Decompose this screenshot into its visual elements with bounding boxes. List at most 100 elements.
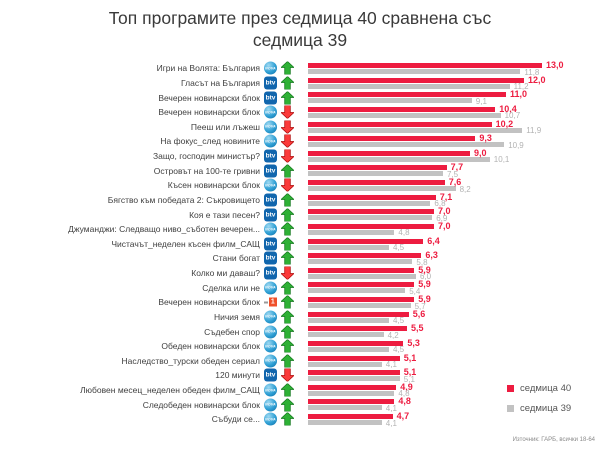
chart-row: Сделка или не NOVA 5,9 5,4 <box>0 279 600 296</box>
bar-week40 <box>308 355 400 361</box>
bar-chart: Игри на Волята: България NOVA 13,0 11,8 Глас… <box>0 60 600 428</box>
bar-week39 <box>308 303 411 308</box>
bar-week40 <box>308 340 404 346</box>
bar-week40 <box>308 150 470 156</box>
bar-week40 <box>308 282 415 288</box>
value-week40: 13,0 <box>546 60 564 70</box>
legend-label-week39: седмица 39 <box>520 402 572 414</box>
value-week39: 11,9 <box>526 126 542 135</box>
program-label: Вечерен новинарски блок <box>158 107 260 118</box>
bar-week39 <box>308 69 521 74</box>
trend-up-icon <box>281 325 294 339</box>
chart-row: Следобеден новинарски блок NOVA 4,8 4,1 <box>0 396 600 413</box>
nova-logo-icon: NOVA <box>264 325 277 339</box>
bar-group: 6,4 4,5 <box>308 236 588 252</box>
value-week39: 4,5 <box>393 345 405 355</box>
value-week39: 4,5 <box>393 316 405 326</box>
chart-row: Вечерен новинарски блок NOVA 10,4 10,7 <box>0 104 600 121</box>
value-week40: 5,3 <box>407 337 420 348</box>
bar-week39 <box>308 317 389 323</box>
trend-up-icon <box>281 237 294 251</box>
chart-row: Вечерен новинарски блок 1 5,9 5,7 <box>0 294 600 311</box>
bar-week39 <box>308 259 413 265</box>
program-label: Вечерен новинарски блок <box>158 297 260 308</box>
chart-row: Обеден новинарски блок NOVA 5,3 4,5 <box>0 337 600 355</box>
trend-down-icon <box>281 368 294 382</box>
value-week40: 4,8 <box>398 396 411 407</box>
value-week40: 6,3 <box>425 250 438 261</box>
bar-group: 5,5 4,2 <box>308 323 588 340</box>
btv-logo-icon: btv <box>264 91 277 105</box>
chart-row: Игри на Волята: България NOVA 13,0 11,8 <box>0 60 600 77</box>
bar-week40 <box>308 209 434 215</box>
program-label: Вечерен новинарски блок <box>158 92 260 103</box>
btv-logo-icon: btv <box>264 164 277 178</box>
bar-week39 <box>308 376 400 382</box>
bar-group: 5,6 4,5 <box>308 309 588 326</box>
chart-row: 120 минути btv 5,1 5,1 <box>0 367 600 384</box>
program-label: Любовен месец_неделен обеден филм_САЩ <box>80 385 260 396</box>
bar-group: 5,9 5,4 <box>308 279 588 296</box>
nova-logo-icon: NOVA <box>264 105 277 119</box>
value-week40: 4,9 <box>400 381 413 392</box>
chart-title: Топ програмите през седмица 40 сравнена … <box>108 8 492 50</box>
bar-week39 <box>308 200 431 206</box>
legend-marker-week39 <box>507 404 514 412</box>
bar-week40 <box>308 106 496 112</box>
program-label: Гласът на България <box>181 77 260 88</box>
bar-week40 <box>308 297 415 302</box>
value-week40: 5,1 <box>403 352 417 363</box>
value-week39: 10,9 <box>508 140 524 150</box>
value-week39: 8,2 <box>459 184 471 194</box>
bar-week39 <box>308 273 416 279</box>
btv-logo-icon: btv <box>264 208 277 222</box>
trend-up-icon <box>281 310 294 324</box>
chart-row: Чистачът_неделен късен филм_САЩ btv 6,4 4,5 <box>0 236 600 253</box>
bar-group: 9,0 10,1 <box>308 147 588 164</box>
trend-up-icon <box>281 281 294 295</box>
bar-week40 <box>308 267 415 273</box>
bar-group: 7,7 7,5 <box>308 162 588 179</box>
bar-group: 5,3 4,5 <box>308 337 588 355</box>
trend-up-icon <box>281 76 294 90</box>
trend-down-icon <box>281 120 294 134</box>
bar-week40 <box>308 121 492 127</box>
value-week39: 10,7 <box>504 111 521 121</box>
bar-week39 <box>308 346 389 352</box>
bar-week39 <box>308 405 382 411</box>
program-label: Пееш или лъжеш <box>190 121 260 132</box>
trend-up-icon <box>281 193 294 207</box>
value-week39: 11,8 <box>524 67 540 77</box>
value-week40: 9,0 <box>474 147 487 158</box>
value-week40: 5,5 <box>411 323 424 334</box>
value-week40: 11,0 <box>510 89 528 100</box>
value-week40: 5,1 <box>403 367 417 378</box>
bar-week40 <box>308 414 393 419</box>
bar-group: 4,8 4,1 <box>308 396 588 413</box>
bar-week40 <box>308 384 397 390</box>
bar-week39 <box>308 244 389 250</box>
legend-label-week40: седмица 40 <box>520 382 572 394</box>
value-week39: 5,4 <box>409 286 421 296</box>
btv-logo-icon: btv <box>264 266 277 280</box>
trend-down-icon <box>281 149 294 163</box>
bar-week39 <box>308 127 523 133</box>
bar-week39 <box>308 156 490 162</box>
bar-week40 <box>308 77 524 83</box>
bar-week39 <box>308 171 443 177</box>
value-week39: 6,8 <box>434 199 446 209</box>
trend-up-icon <box>281 61 294 75</box>
btv-logo-icon: btv <box>264 237 277 251</box>
bar-week40 <box>308 238 424 244</box>
btv-logo-icon: btv <box>264 149 277 163</box>
bar-group: 5,9 5,7 <box>308 294 588 311</box>
bar-week40 <box>308 92 506 98</box>
bar-group: 10,2 11,9 <box>308 119 588 135</box>
program-label: Бягство към победата 2: Съкровището <box>107 194 260 205</box>
value-week40: 7,0 <box>438 206 451 217</box>
bar-week40 <box>308 180 445 185</box>
value-week40: 7,6 <box>448 177 462 187</box>
program-label: Ничия земя <box>213 311 260 322</box>
bar-week39 <box>308 420 382 425</box>
program-label: Сделка или не <box>202 282 260 293</box>
